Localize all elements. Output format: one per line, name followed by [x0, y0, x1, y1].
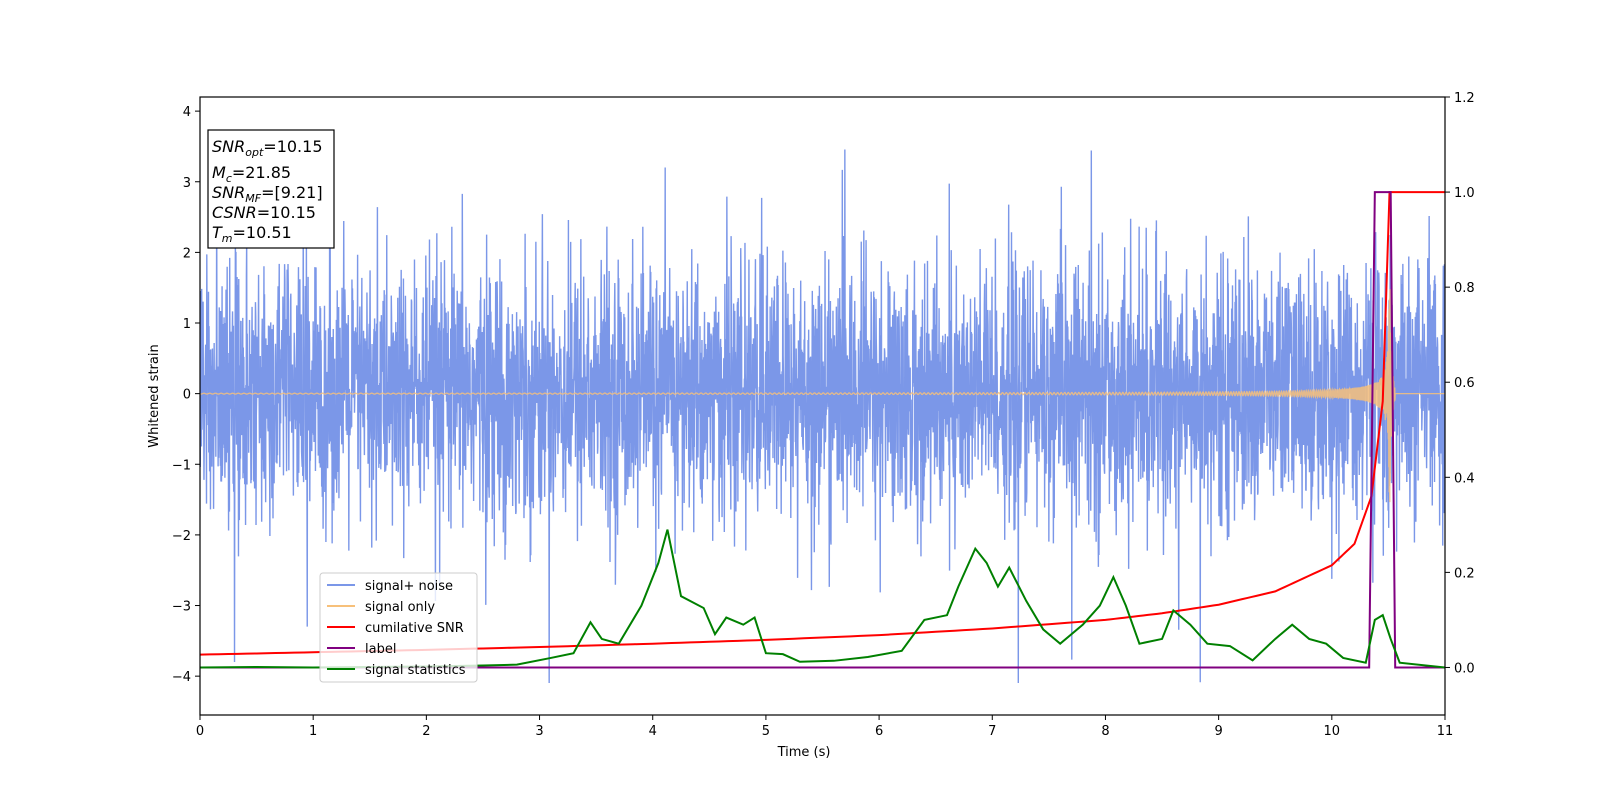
legend-label-signal-noise: signal+ noise: [365, 579, 453, 594]
y-right-tick-label: 0.2: [1454, 566, 1475, 581]
x-tick-label: 11: [1437, 724, 1454, 739]
x-tick-label: 6: [875, 724, 883, 739]
y-right-tick-label: 1.2: [1454, 91, 1475, 106]
x-tick-label: 0: [196, 724, 204, 739]
x-tick-label: 1: [309, 724, 317, 739]
series-line-signal-only: [200, 289, 1445, 503]
annotation-mc: Mc=21.85: [212, 163, 291, 185]
y-left-tick-label: 2: [183, 246, 191, 261]
annotation-csnr: CSNR=10.15: [212, 203, 316, 222]
x-tick-label: 9: [1214, 724, 1222, 739]
x-tick-label: 3: [535, 724, 543, 739]
x-axis-label: Time (s): [777, 745, 831, 760]
y-left-tick-label: −3: [172, 600, 191, 615]
y-right-tick-label: 0.8: [1454, 281, 1475, 296]
legend-label-signal-only: signal only: [365, 600, 435, 615]
axes-frame: [199, 96, 1446, 716]
legend-label-cumulative-snr: cumilative SNR: [365, 621, 464, 636]
y-right-tick-label: 0.6: [1454, 376, 1475, 391]
legend-label-label: label: [365, 642, 396, 657]
y-axis-label: Whitened strain: [147, 344, 162, 447]
y-left-tick-label: 4: [183, 105, 191, 120]
x-tick-label: 10: [1324, 724, 1341, 739]
annotation-tm: Tm=10.51: [212, 223, 292, 245]
annotation-snr-opt: SNRopt=10.15: [212, 137, 323, 159]
y-left-tick-label: −4: [172, 670, 191, 685]
y-left-tick-label: −2: [172, 529, 191, 544]
y-left-tick-label: 1: [183, 317, 191, 332]
series-line-cumulative-snr: [200, 191, 1445, 656]
series-line-signal-statistics: [200, 529, 1445, 669]
y-right-tick-label: 0.0: [1454, 661, 1475, 676]
series-line-signal-noise: [200, 149, 1445, 684]
x-tick-label: 5: [762, 724, 770, 739]
x-tick-label: 2: [422, 724, 430, 739]
x-tick-label: 7: [988, 724, 996, 739]
legend-label-signal-statistics: signal statistics: [365, 663, 466, 678]
axes: 0 1 2 3 4 5 6 7 8 9 10 11 −4 −3 −2 −1 0 1 2 3 4 0.0 0.2 0.4 0.6 0…: [172, 91, 1475, 739]
series-line-label: [200, 191, 1445, 669]
y-right-tick-label: 0.4: [1454, 471, 1475, 486]
y-left-tick-label: 3: [183, 176, 191, 191]
x-tick-label: 8: [1101, 724, 1109, 739]
annotation-box: SNRopt=10.15 Mc=21.85 SNRMF=[9.21] CSNR=…: [207, 129, 335, 249]
y-left-tick-label: −1: [172, 458, 191, 473]
y-right-tick-label: 1.0: [1454, 186, 1475, 201]
annotation-snr-mf: SNRMF=[9.21]: [212, 183, 323, 205]
x-tick-label: 4: [649, 724, 657, 739]
legend: signal+ noise signal only cumilative SNR…: [319, 572, 478, 683]
y-left-tick-label: 0: [183, 388, 191, 403]
plot-area: [200, 149, 1445, 684]
